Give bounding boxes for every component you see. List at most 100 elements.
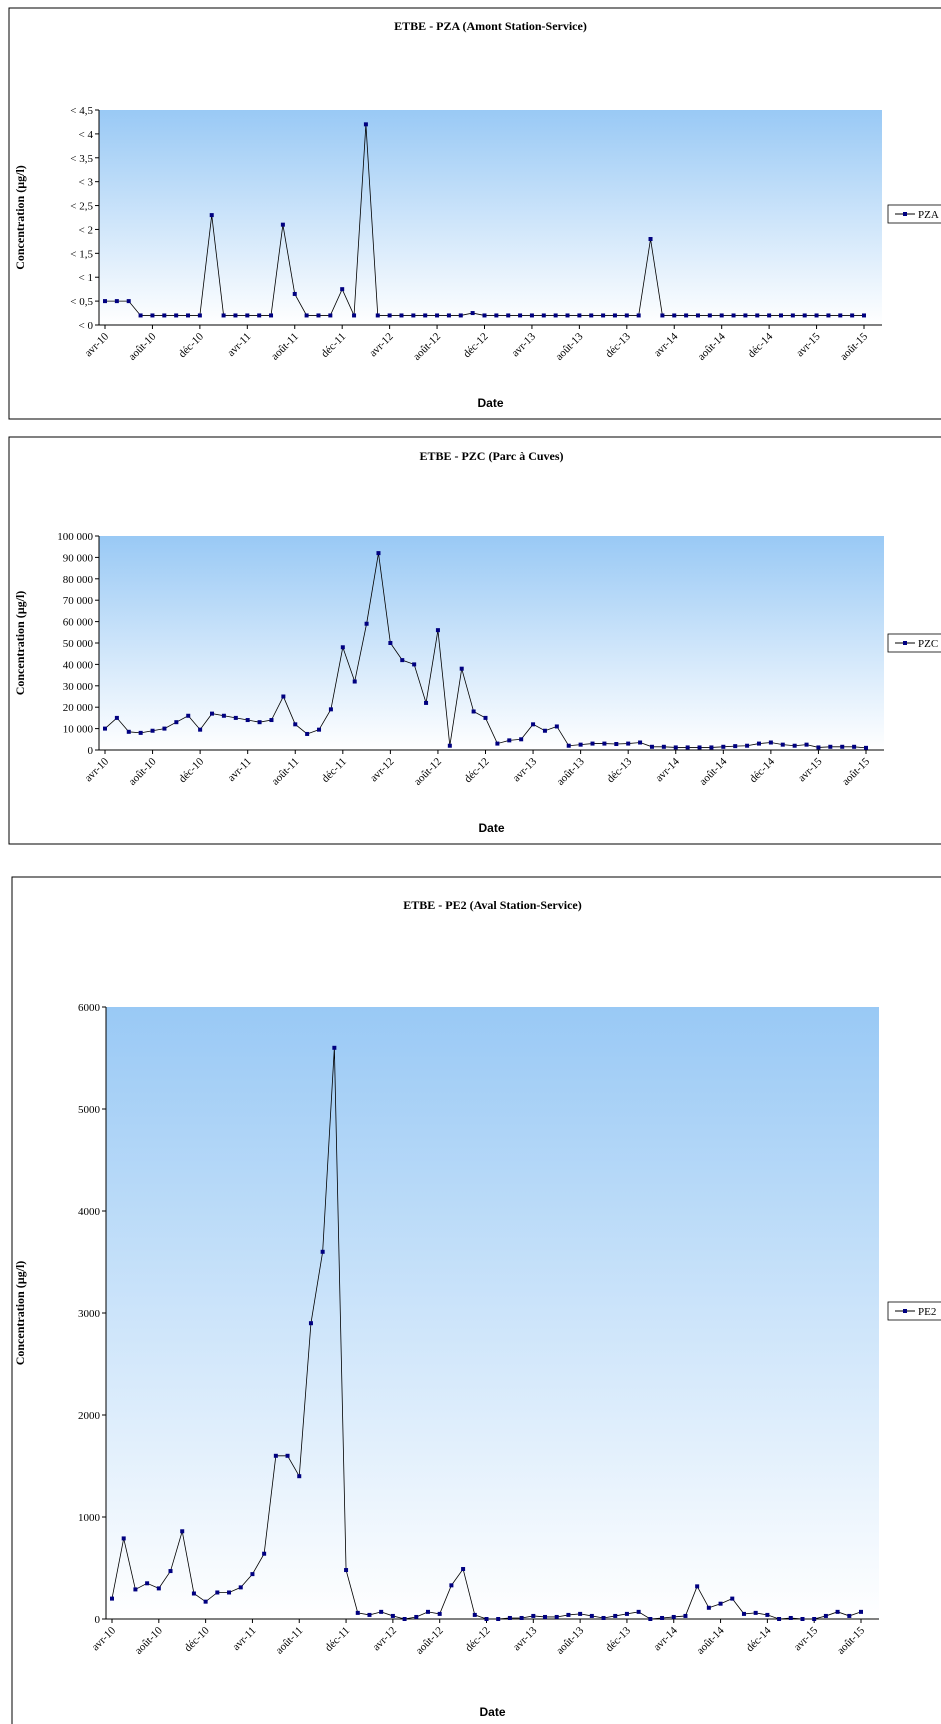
data-point [470,311,475,316]
data-point [661,744,666,749]
data-point [233,313,238,318]
data-point [308,1321,313,1326]
data-point [162,726,167,731]
y-tick-label: < 2,5 [70,201,93,213]
data-point [648,1617,653,1621]
data-point [103,299,107,304]
data-point [541,313,546,318]
y-axis-title: Concentration (µg/l) [13,591,27,696]
data-point [198,727,203,732]
data-point [741,1611,746,1616]
data-point [150,728,155,733]
data-point [835,1609,840,1614]
data-point [174,313,179,318]
data-point [745,743,750,748]
legend-label: PZC [918,638,938,650]
data-point [802,313,807,318]
data-point [114,299,119,304]
data-point [554,724,559,729]
data-point [126,299,131,304]
data-point [565,313,570,318]
data-point [280,222,285,227]
data-point [402,1617,407,1621]
data-point [518,313,523,318]
data-point [788,1615,793,1620]
data-point [695,1584,700,1589]
data-point [529,313,534,318]
data-point [446,313,451,318]
data-point [138,313,143,318]
data-point [482,313,487,318]
data-point [133,1587,138,1592]
y-tick-label: 5000 [78,1104,101,1116]
data-point [273,1453,278,1458]
legend-marker [903,641,907,645]
data-point [626,741,631,746]
data-point [472,1612,477,1617]
data-point [624,1611,629,1616]
data-point [367,1612,372,1617]
data-point [316,313,321,318]
data-point [577,313,582,318]
data-point [390,1613,395,1618]
data-point [285,1453,290,1458]
data-point [531,722,536,727]
data-point [281,694,286,699]
data-point [578,1611,583,1616]
data-point [531,1613,536,1618]
x-axis-title: Date [478,821,504,835]
data-point [168,1569,173,1574]
data-point [730,1596,735,1601]
data-point [850,313,855,318]
data-point [601,313,606,318]
data-point [624,313,629,318]
data-point [145,1581,150,1586]
data-point [317,727,322,732]
data-point [660,313,665,318]
data-point [673,745,678,750]
plot-area [99,536,884,750]
data-point [375,313,380,318]
y-tick-label: 6000 [78,1002,101,1014]
data-point [471,709,476,714]
data-point [340,645,345,650]
legend-marker [903,1309,907,1313]
y-tick-label: 40 000 [63,659,94,671]
data-point [685,745,690,750]
data-point [816,745,821,750]
data-point [458,313,463,318]
data-point [355,1610,360,1615]
data-point [328,313,333,318]
data-point [719,313,724,318]
y-tick-label: < 1,5 [70,248,93,260]
data-point [320,1249,325,1254]
data-point [589,1613,594,1618]
y-tick-label: 20 000 [63,702,94,714]
y-axis-title: Concentration (µg/l) [13,165,27,270]
data-point [506,313,511,318]
data-point [507,1615,512,1620]
data-point [721,744,726,749]
y-tick-label: 70 000 [63,595,94,607]
data-point [554,1614,559,1619]
y-tick-label: 1000 [78,1512,101,1524]
data-point [697,745,702,750]
data-point [695,313,700,318]
data-point [828,744,833,749]
data-point [387,313,392,318]
data-point [553,313,558,318]
data-point [364,621,369,626]
data-point [156,1586,161,1591]
legend-label: PZA [918,209,939,221]
y-tick-label: < 0 [79,320,94,332]
data-point [780,742,785,747]
data-point [262,1551,267,1556]
data-point [197,313,202,318]
data-point [209,213,214,218]
data-point [103,726,107,731]
y-tick-label: 90 000 [63,552,94,564]
legend-marker [903,212,907,216]
data-point [238,1585,243,1590]
data-point [435,313,440,318]
